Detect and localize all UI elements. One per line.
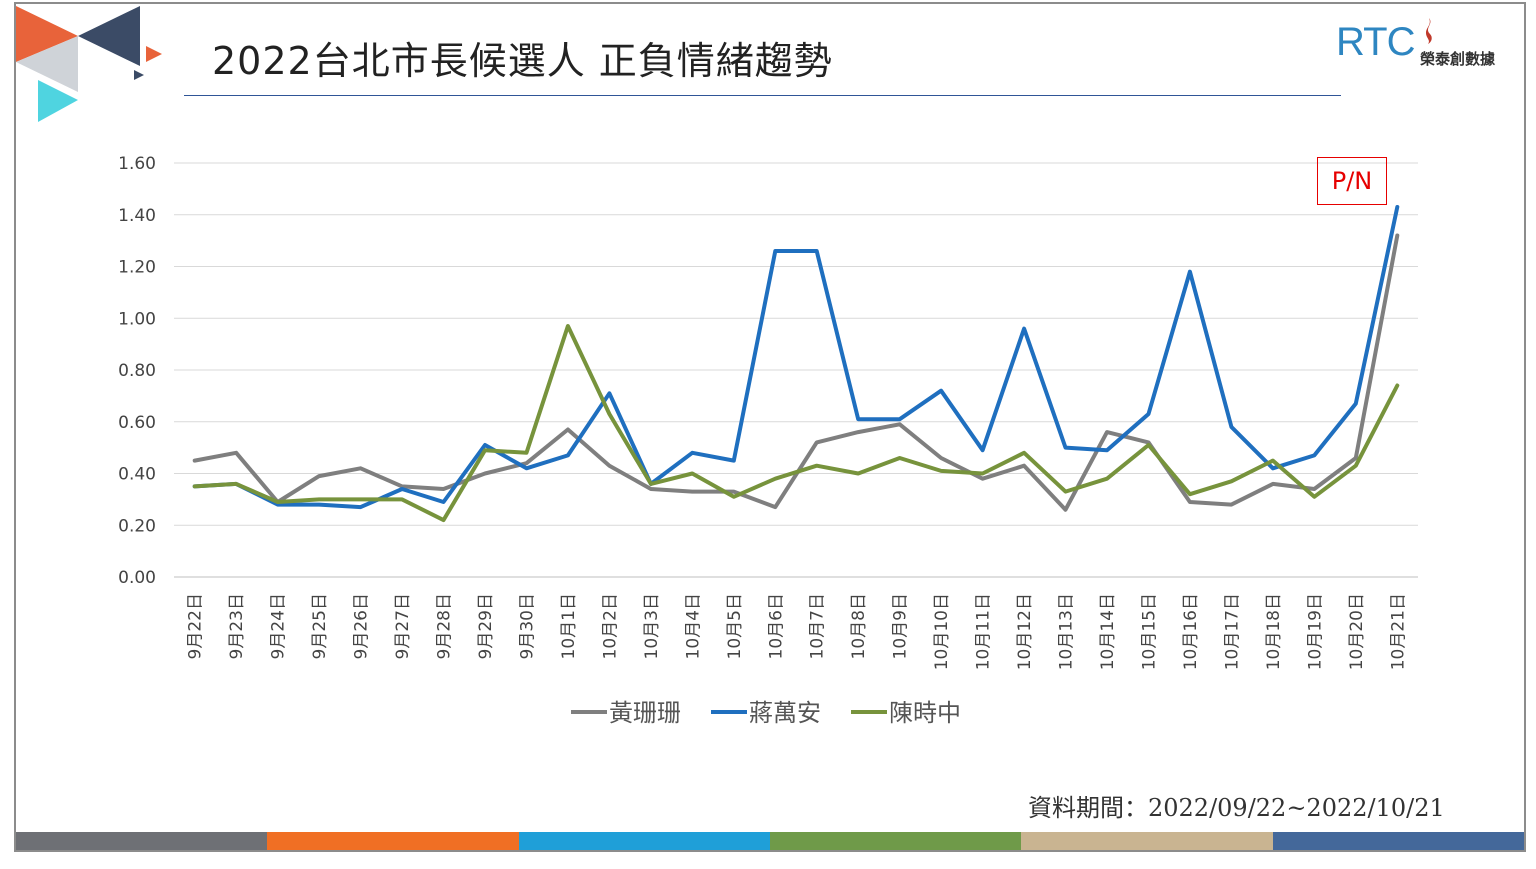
x-tick-label: 10月19日 [1305,593,1325,670]
series-line [192,233,1400,512]
x-tick-label: 10月16日 [1181,593,1201,670]
x-tick-label: 10月4日 [683,593,703,659]
x-tick-label: 9月22日 [186,593,206,659]
x-tick-label: 10月2日 [600,593,620,659]
x-tick-label: 10月8日 [849,593,869,659]
title-underline [184,95,1341,96]
series-line [192,205,1400,510]
color-bar-segment [16,832,268,850]
x-tick-label: 9月30日 [517,593,537,659]
x-tick-label: 9月28日 [435,593,455,659]
x-tick-label: 10月18日 [1264,593,1284,670]
y-tick-label: 1.60 [118,154,156,174]
corner-small-orange-triangle [146,46,162,62]
corner-decoration [16,6,162,122]
line-chart: 0.00 0.20 0.40 0.60 0.80 1.00 1.20 1.40 1.60 9月22… [118,154,1418,727]
x-tick-label: 9月27日 [393,593,413,659]
page-title: 2022台北市長候選人 正負情緒趨勢 [212,39,833,83]
x-tick-label: 10月3日 [642,593,662,659]
y-tick-label: 0.20 [118,516,156,536]
x-tick-label: 10月12日 [1015,593,1035,670]
series-line [192,324,1400,523]
color-bar-segment [1272,832,1524,850]
y-tick-label: 1.00 [118,309,156,329]
corner-cyan-triangle [38,80,78,122]
logo-text: RTC [1336,20,1415,64]
x-tick-label: 9月23日 [227,593,247,659]
y-tick-label: 0.40 [118,465,156,485]
date-range-note: 資料期間：2022/09/22~2022/10/21 [1028,794,1445,822]
x-tick-label: 10月11日 [974,593,994,670]
color-bar-segment [518,832,770,850]
x-tick-label: 10月7日 [808,593,828,659]
x-tick-label: 10月14日 [1098,593,1118,670]
y-tick-label: 1.20 [118,258,156,278]
y-tick-label: 1.40 [118,206,156,226]
slide-frame: 2022台北市長候選人 正負情緒趨勢 RTC 榮泰創數據 0.00 0.20 0.4… [14,2,1526,852]
corner-small-navy-triangle [134,70,144,80]
y-tick-label: 0.00 [118,568,156,588]
legend-label: 陳時中 [889,699,961,727]
x-tick-label: 10月15日 [1139,593,1159,670]
logo-subtitle: 榮泰創數據 [1420,50,1496,68]
color-bar-segment [769,832,1022,850]
x-tick-label: 10月5日 [725,593,745,659]
x-tick-label: 10月20日 [1347,593,1367,670]
x-tick-label: 9月29日 [476,593,496,659]
y-tick-label: 0.80 [118,361,156,381]
color-bar-segment [1021,832,1273,850]
rtc-logo: RTC 榮泰創數據 [1328,14,1518,84]
legend-label: 黃珊珊 [609,699,681,727]
color-bar-segment [267,832,519,850]
flame-icon [1426,18,1432,44]
x-tick-label: 10月1日 [559,593,579,659]
x-tick-label: 9月25日 [310,593,330,659]
x-tick-label: 10月17日 [1222,593,1242,670]
x-tick-label: 9月26日 [352,593,372,659]
x-tick-label: 10月9日 [891,593,911,659]
x-tick-label: 10月21日 [1388,593,1408,670]
corner-navy-triangle [78,6,140,66]
corner-grey-triangle [16,36,78,92]
legend-label: 蔣萬安 [749,699,821,727]
x-tick-label: 10月6日 [766,593,786,659]
pn-annotation: P/N [1317,157,1387,205]
corner-orange-triangle [16,6,78,62]
color-bar [16,832,1524,850]
y-tick-label: 0.60 [118,413,156,433]
x-tick-label: 10月13日 [1057,593,1077,670]
x-tick-label: 10月10日 [932,593,952,670]
x-tick-label: 9月24日 [269,593,289,659]
